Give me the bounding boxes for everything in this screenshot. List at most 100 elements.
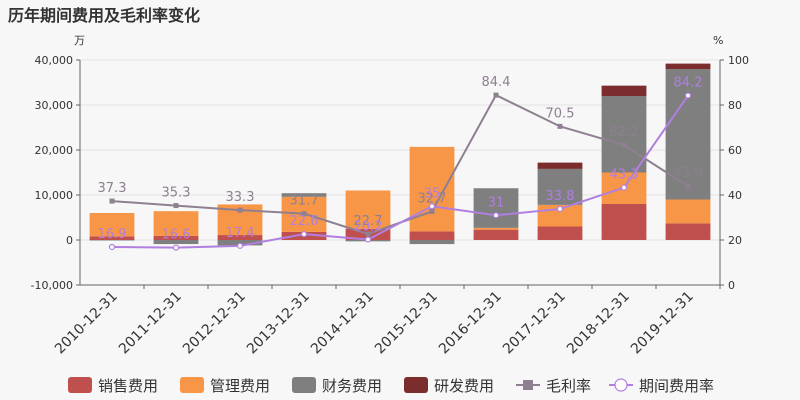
x-tick-label: 2018-12-31 — [564, 289, 633, 358]
line-point[interactable] — [109, 198, 115, 204]
left-tick-label: 30,000 — [35, 99, 74, 112]
left-tick-label: 0 — [66, 234, 73, 247]
bar[interactable] — [217, 240, 263, 246]
x-tick-label: 2014-12-31 — [308, 289, 377, 358]
line-point[interactable] — [684, 92, 692, 99]
line-point[interactable] — [365, 231, 371, 237]
bar[interactable] — [665, 199, 711, 224]
x-tick-label: 2016-12-31 — [436, 289, 505, 358]
bar[interactable] — [537, 162, 583, 169]
x-tick-label: 2015-12-31 — [372, 289, 441, 358]
line-point[interactable] — [429, 208, 435, 214]
data-label: 20.2 — [354, 220, 383, 235]
line-point[interactable] — [301, 211, 307, 217]
legend-swatch[interactable] — [180, 377, 204, 393]
bar[interactable] — [409, 231, 455, 240]
legend-label[interactable]: 研发费用 — [434, 377, 494, 395]
line-point[interactable] — [108, 243, 116, 251]
bar[interactable] — [89, 240, 135, 241]
legend-label[interactable]: 毛利率 — [546, 377, 591, 395]
bar[interactable] — [537, 226, 583, 241]
legend-label[interactable]: 期间费用率 — [639, 377, 714, 395]
x-tick-label: 2013-12-31 — [244, 289, 313, 358]
line-point[interactable] — [173, 203, 179, 209]
data-label: 35 — [424, 186, 441, 201]
bar[interactable] — [665, 223, 711, 240]
data-label: 70.5 — [546, 106, 575, 121]
bar[interactable] — [89, 236, 135, 240]
right-tick-label: 20 — [728, 234, 742, 247]
bar[interactable] — [153, 235, 199, 240]
line-point[interactable] — [620, 184, 628, 191]
legend-label[interactable]: 财务费用 — [322, 377, 382, 395]
line-point[interactable] — [364, 236, 372, 243]
data-label: 32.7 — [418, 191, 447, 206]
right-tick-label: 40 — [728, 189, 742, 202]
bar[interactable] — [153, 240, 199, 245]
bar[interactable] — [217, 235, 263, 240]
left-tick-label: 20,000 — [35, 144, 74, 157]
right-tick-label: 80 — [728, 99, 742, 112]
data-label: 33.8 — [546, 189, 575, 204]
data-label: 31 — [488, 195, 505, 210]
line-point[interactable] — [556, 205, 564, 213]
bar[interactable] — [601, 204, 647, 240]
line-point[interactable] — [621, 142, 627, 148]
legend-label[interactable]: 销售费用 — [98, 377, 158, 395]
line-point[interactable] — [237, 207, 243, 213]
left-tick-label: 10,000 — [35, 189, 74, 202]
lines: 37.3 35.3 33.3 31.7 22.7 32.7 84.4 70.5 62.2 43.9… — [98, 75, 703, 251]
bar[interactable] — [89, 213, 135, 237]
data-label: 35.3 — [162, 186, 191, 201]
legend-marker[interactable] — [523, 380, 533, 390]
right-tick-label: 0 — [728, 279, 735, 292]
data-label: 33.3 — [226, 190, 255, 205]
x-tick-label: 2011-12-31 — [116, 289, 185, 358]
line-point[interactable] — [557, 123, 563, 129]
bar[interactable] — [345, 190, 391, 229]
left-tick-label: 40,000 — [35, 54, 74, 67]
data-label: 84.2 — [674, 76, 703, 91]
right-axis: 0 20 40 60 80 100 — [719, 54, 749, 292]
series-line — [111, 94, 689, 249]
line-point[interactable] — [172, 244, 180, 251]
data-label: 62.2 — [610, 125, 639, 140]
bar[interactable] — [537, 168, 583, 205]
legend-swatch[interactable] — [68, 377, 92, 393]
x-tick-label: 2019-12-31 — [628, 289, 697, 358]
data-label: 22.6 — [290, 214, 319, 229]
left-unit-label: 万 — [74, 34, 85, 47]
data-label: 43.9 — [674, 166, 703, 181]
bar[interactable] — [281, 193, 327, 197]
bar[interactable] — [601, 85, 647, 96]
line-point[interactable] — [300, 231, 308, 238]
data-label: 43.3 — [610, 168, 639, 183]
bar[interactable] — [601, 96, 647, 173]
right-unit-label: % — [713, 34, 723, 47]
line-point[interactable] — [428, 203, 436, 210]
line-point[interactable] — [492, 212, 500, 219]
line-point[interactable] — [685, 183, 691, 189]
x-tick-label: 2017-12-31 — [500, 289, 569, 358]
bar[interactable] — [153, 211, 199, 236]
line-point[interactable] — [236, 242, 244, 249]
data-label: 31.7 — [290, 194, 319, 209]
bar[interactable] — [473, 229, 519, 240]
legend-marker[interactable] — [614, 378, 628, 392]
legend-label[interactable]: 管理费用 — [210, 377, 270, 395]
data-label: 84.4 — [482, 75, 511, 90]
bars — [89, 63, 711, 246]
bar[interactable] — [473, 188, 519, 228]
x-tick-label: 2012-12-31 — [180, 289, 249, 358]
data-label: 37.3 — [98, 181, 127, 196]
bar[interactable] — [665, 63, 711, 69]
bar[interactable] — [409, 240, 455, 245]
left-tick-label: -10,000 — [31, 279, 73, 292]
legend-swatch[interactable] — [292, 377, 316, 393]
legend-swatch[interactable] — [404, 377, 428, 393]
line-point[interactable] — [493, 92, 499, 98]
bar[interactable] — [473, 227, 519, 230]
left-axis: -10,000 0 10,000 20,000 30,000 40,000 — [31, 54, 81, 292]
legend[interactable]: 销售费用 管理费用 财务费用 研发费用 毛利率 期间费用率 — [68, 377, 714, 395]
